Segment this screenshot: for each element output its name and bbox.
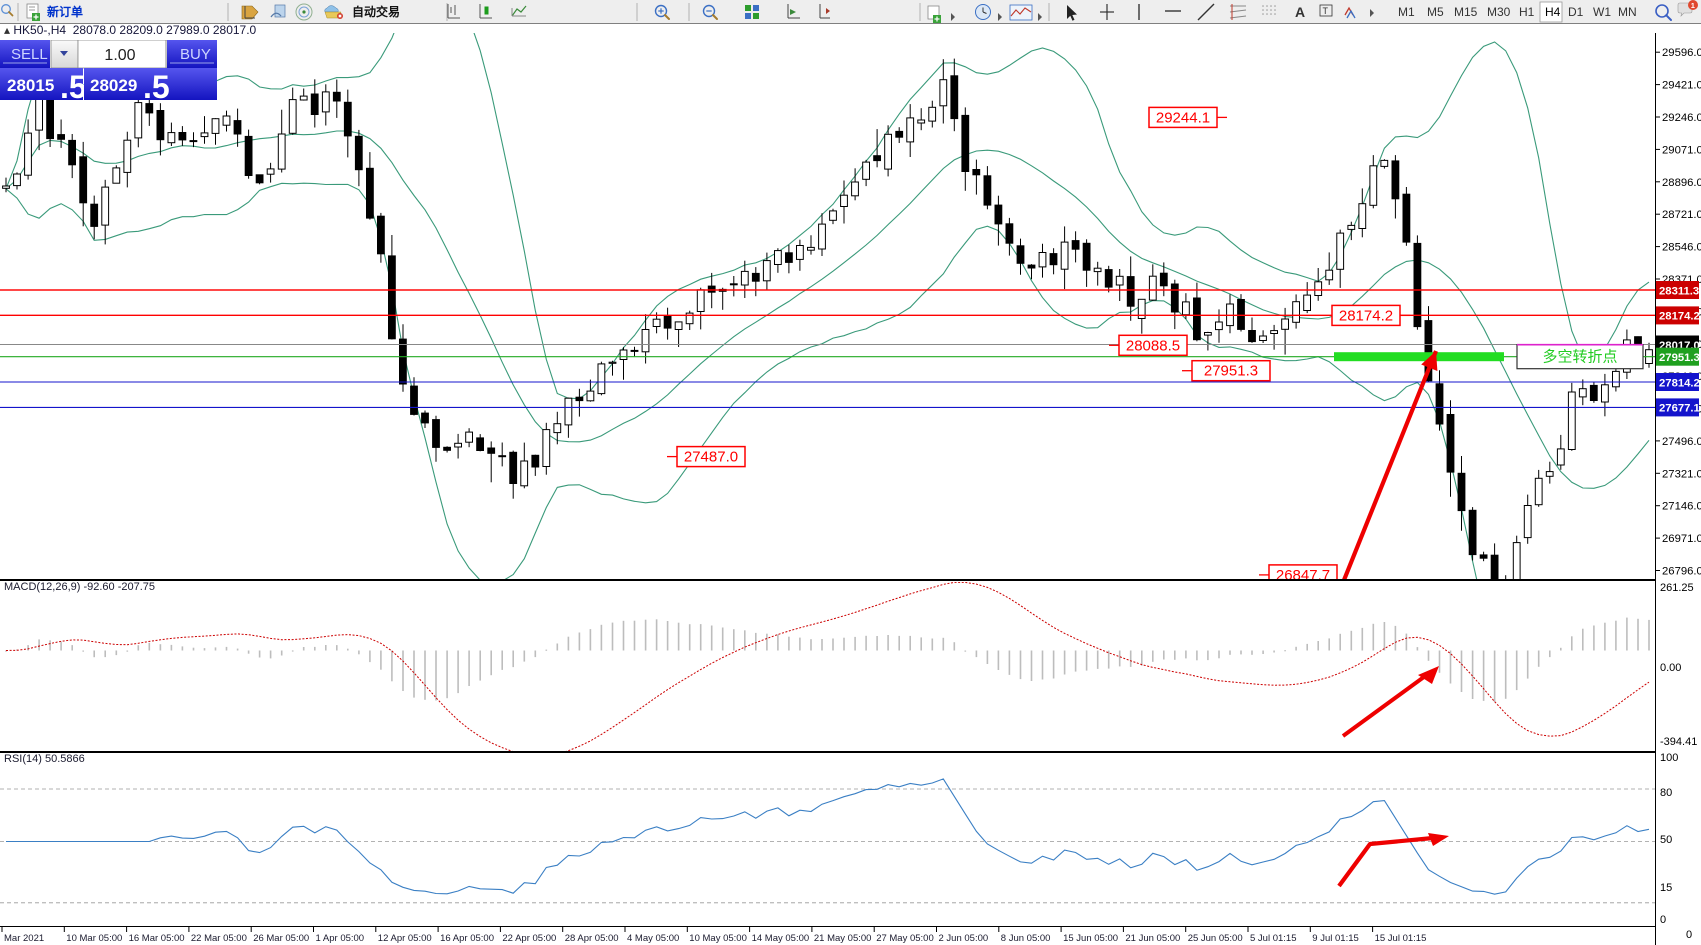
svg-text:M30: M30 [1487,5,1511,19]
svg-text:21 May 05:00: 21 May 05:00 [814,933,872,944]
svg-text:26796.0: 26796.0 [1662,566,1701,578]
svg-text:29246.0: 29246.0 [1662,112,1701,124]
svg-text:28546.0: 28546.0 [1662,242,1701,254]
svg-text:28721.0: 28721.0 [1662,209,1701,221]
svg-text:15 Jul 01:15: 15 Jul 01:15 [1375,933,1427,944]
svg-text:16 Mar 05:00: 16 Mar 05:00 [129,933,185,944]
svg-text:8 Jun 05:00: 8 Jun 05:00 [1001,933,1051,944]
svg-text:9 Jul 01:15: 9 Jul 01:15 [1312,933,1358,944]
svg-text:28088.5: 28088.5 [1126,337,1180,354]
svg-text:27321.0: 27321.0 [1662,468,1701,480]
svg-text:SELL: SELL [11,46,48,63]
svg-text:27 May 05:00: 27 May 05:00 [876,933,934,944]
svg-text:28174.2: 28174.2 [1659,311,1700,323]
svg-text:A: A [1295,4,1305,20]
svg-text:0: 0 [1686,929,1692,941]
svg-text:1.00: 1.00 [104,47,135,64]
svg-text:MN: MN [1618,5,1637,19]
svg-text:100: 100 [1660,752,1678,764]
svg-text:28029: 28029 [90,76,137,95]
svg-text:10 Mar 05:00: 10 Mar 05:00 [66,933,122,944]
svg-text:27814.2: 27814.2 [1659,377,1700,389]
svg-text:15: 15 [1660,882,1672,894]
svg-text:5 Jul 01:15: 5 Jul 01:15 [1250,933,1296,944]
svg-text:T: T [1323,6,1329,16]
svg-text:22 Apr 05:00: 22 Apr 05:00 [502,933,556,944]
svg-text:29071.0: 29071.0 [1662,144,1701,156]
svg-text:29596.0: 29596.0 [1662,47,1701,59]
svg-text:Mar 2021: Mar 2021 [4,933,44,944]
svg-text:28 Apr 05:00: 28 Apr 05:00 [565,933,619,944]
svg-text:28896.0: 28896.0 [1662,177,1701,189]
svg-text:.5: .5 [60,69,87,100]
svg-text:28015: 28015 [7,76,54,95]
svg-text:0.00: 0.00 [1660,662,1681,674]
svg-text:14 May 05:00: 14 May 05:00 [752,933,810,944]
svg-text:27487.0: 27487.0 [684,449,738,466]
svg-text:27496.0: 27496.0 [1662,436,1701,448]
svg-text:27677.1: 27677.1 [1659,403,1700,415]
svg-text:新订单: 新订单 [47,4,83,19]
svg-text:28174.2: 28174.2 [1339,307,1393,324]
svg-text:50: 50 [1660,834,1672,846]
svg-text:22 Mar 05:00: 22 Mar 05:00 [191,933,247,944]
svg-text:H4: H4 [1545,5,1561,19]
svg-text:27146.0: 27146.0 [1662,501,1701,513]
svg-text:15 Jun 05:00: 15 Jun 05:00 [1063,933,1118,944]
svg-text:.5: .5 [143,69,170,100]
svg-text:0: 0 [1660,914,1666,926]
svg-text:M5: M5 [1427,5,1444,19]
svg-text:29421.0: 29421.0 [1662,80,1701,92]
svg-text:1: 1 [1691,1,1695,10]
svg-text:BUY: BUY [180,46,211,63]
svg-text:25 Jun 05:00: 25 Jun 05:00 [1188,933,1243,944]
svg-text:261.25: 261.25 [1660,582,1694,594]
svg-text:多空转折点: 多空转折点 [1542,349,1617,366]
svg-text:21 Jun 05:00: 21 Jun 05:00 [1125,933,1180,944]
svg-text:W1: W1 [1593,5,1611,19]
svg-text:1 Apr 05:00: 1 Apr 05:00 [316,933,365,944]
svg-text:80: 80 [1660,787,1672,799]
svg-text:28311.3: 28311.3 [1659,285,1699,297]
svg-text:27951.3: 27951.3 [1204,363,1258,380]
svg-text:27951.3: 27951.3 [1659,352,1700,364]
svg-text:29244.1: 29244.1 [1156,109,1210,126]
svg-text:M1: M1 [1398,5,1415,19]
svg-text:26 Mar 05:00: 26 Mar 05:00 [253,933,309,944]
svg-text:26847.7: 26847.7 [1276,567,1330,579]
svg-text:4 May 05:00: 4 May 05:00 [627,933,679,944]
svg-text:D1: D1 [1568,5,1584,19]
svg-text:2 Jun 05:00: 2 Jun 05:00 [939,933,989,944]
svg-text:12 Apr 05:00: 12 Apr 05:00 [378,933,432,944]
svg-text:16 Apr 05:00: 16 Apr 05:00 [440,933,494,944]
svg-text:H1: H1 [1519,5,1535,19]
svg-text:10 May 05:00: 10 May 05:00 [689,933,747,944]
svg-text:-394.41: -394.41 [1660,736,1697,748]
svg-text:26971.0: 26971.0 [1662,533,1701,545]
svg-text:自动交易: 自动交易 [352,4,400,19]
svg-text:M15: M15 [1454,5,1478,19]
